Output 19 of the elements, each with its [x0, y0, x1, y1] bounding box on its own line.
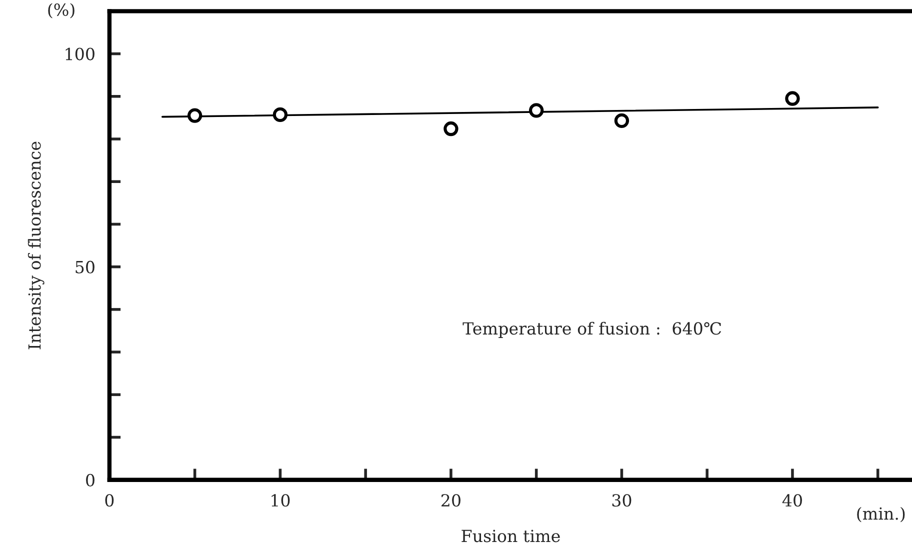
annotation: Temperature of fusion : 640℃: [462, 322, 722, 338]
y-tick-label: 0: [86, 474, 94, 486]
x-tick-label: 30: [612, 494, 632, 507]
point: [444, 121, 458, 136]
x-axis-title: Fusion time: [462, 530, 560, 542]
text: (min.): [857, 506, 905, 522]
point: [528, 103, 544, 118]
text: (%): [48, 3, 74, 18]
point: [614, 113, 630, 128]
y-tick-label: 50: [76, 260, 94, 274]
x-tick-label: 10: [272, 494, 290, 507]
y-tick-label: 100: [66, 48, 94, 60]
point: [272, 107, 288, 122]
point: [187, 108, 202, 123]
x-tick-label: 0: [105, 494, 114, 507]
y-axis-title: Intensity of fluorescence: [28, 142, 44, 350]
x-tick-label: 20: [441, 494, 460, 507]
point: [785, 91, 800, 106]
x-tick-label: 40: [782, 494, 802, 507]
